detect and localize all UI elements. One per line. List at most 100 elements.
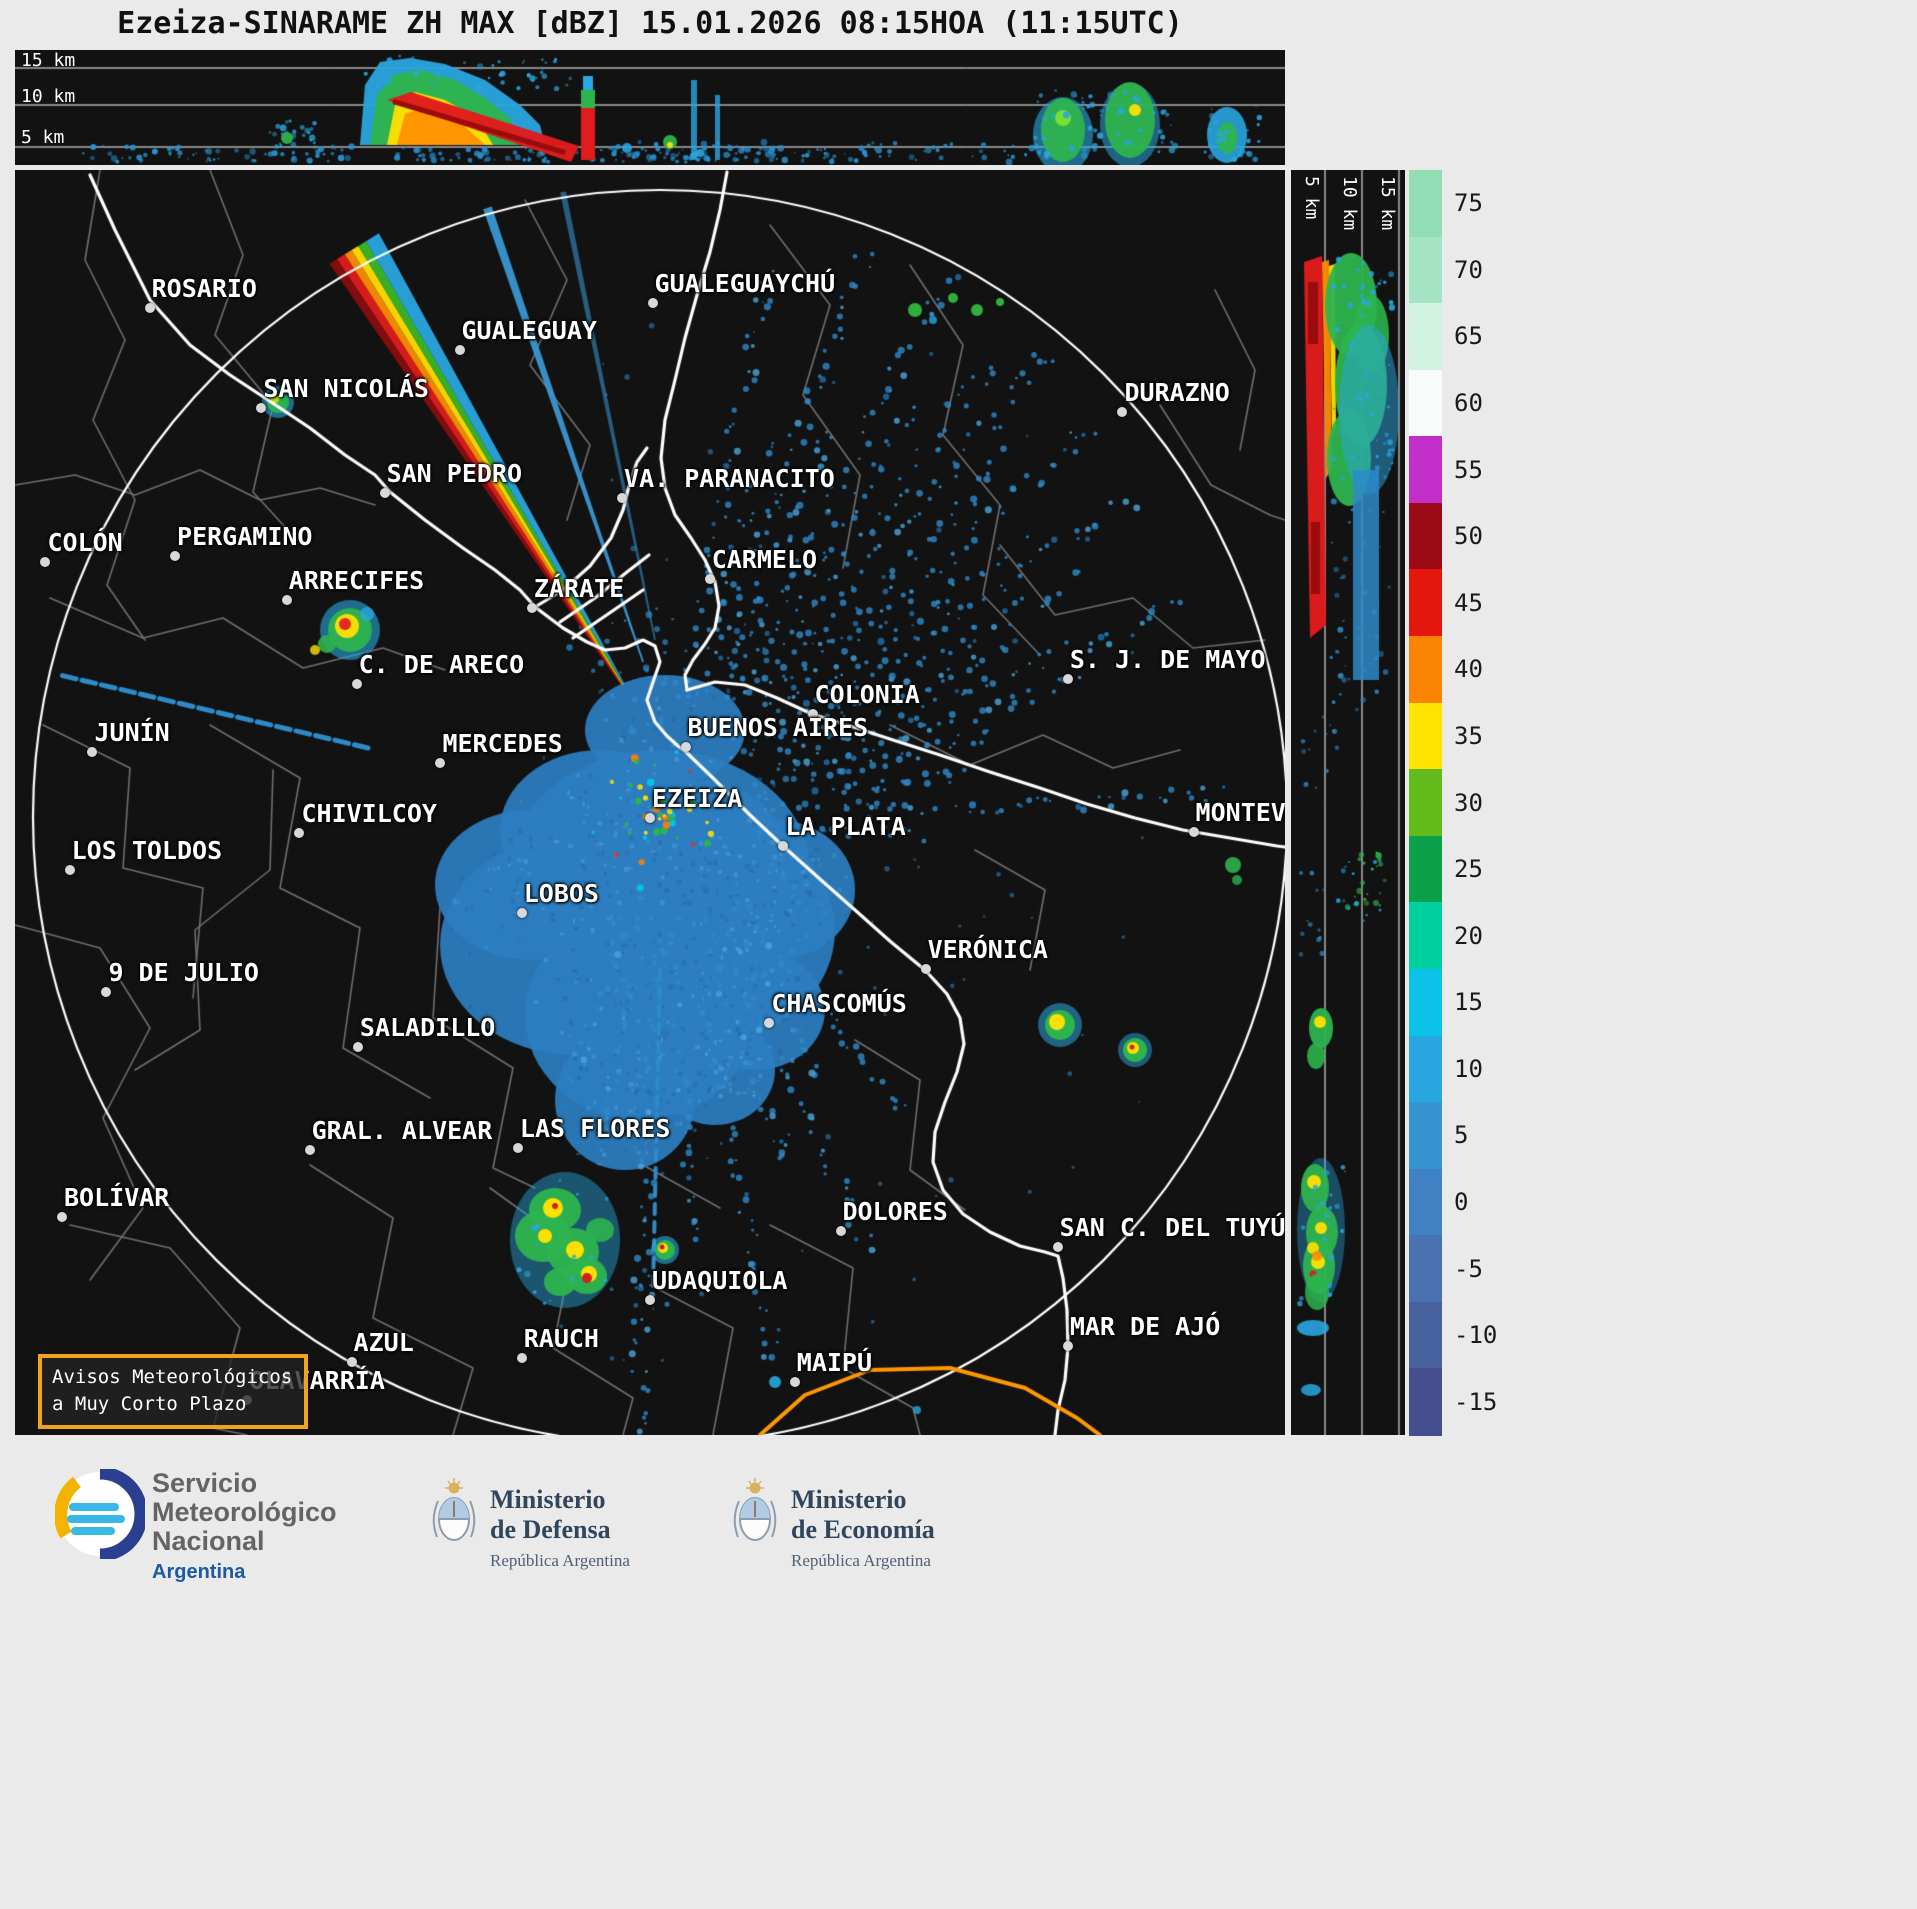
colorbar-tick: -5 [1454,1254,1483,1283]
colorbar-tick: 15 [1454,988,1483,1017]
colorbar-tick: 20 [1454,921,1483,950]
smn-line-3: Nacional [152,1526,265,1556]
city-label: MONTEVIDEO [1195,797,1285,827]
economia-subtitle: República Argentina [791,1551,931,1570]
city-dot [512,1142,523,1153]
colorbar-segment [1409,968,1442,1037]
top-cross-section-echoes [15,50,1285,165]
city-dot [281,595,292,606]
economia-line-1: Ministerio [791,1485,907,1514]
colorbar-tick: 60 [1454,389,1483,418]
city-dot [170,550,181,561]
colorbar-tick: 70 [1454,255,1483,284]
city-dot [645,1294,655,1305]
smn-wordmark: Servicio Meteorológico Nacional Argentin… [152,1469,337,1584]
radar-map-echoes [15,170,1285,1435]
economia-coat-of-arms-icon [733,1478,777,1541]
colorbar: 75 70 65 60 55 50 45 40 35 30 25 20 15 10 5 0 -5 -10 -15 [1409,170,1559,1436]
city-dot [645,812,655,823]
city-label: ZÁRATE [533,573,625,603]
city-dot [1117,406,1128,417]
city-dot [304,1145,315,1156]
city-dot [680,741,691,752]
colorbar-segment [1409,902,1442,970]
colorbar-segment [1409,170,1442,238]
economia-line-2: de Economía [791,1515,935,1544]
colorbar-tick: -15 [1454,1387,1498,1416]
city-label: GRAL. ALVEAR [311,1116,493,1146]
city-label: LA PLATA [785,811,906,841]
defensa-subtitle: República Argentina [490,1551,630,1570]
city-label: CHASCOMÚS [771,988,907,1018]
city-dot [516,1352,527,1363]
smn-logo [55,1469,145,1559]
city-label: 9 DE JULIO [108,958,259,988]
city-dot [516,907,527,918]
colorbar-segment [1409,369,1442,437]
ministerio-defensa-wordmark: Ministerio de Defensa República Argentin… [490,1485,630,1571]
city-dot [647,297,658,308]
colorbar-segment [1409,1235,1442,1303]
city-dot [704,573,715,584]
city-label: COLÓN [47,528,123,558]
smn-line-2: Meteorológico [152,1497,337,1527]
city-dot [920,964,931,975]
defensa-coat-of-arms-icon [432,1478,476,1541]
colorbar-segment [1409,835,1442,904]
smn-country: Argentina [152,1561,246,1583]
colorbar-tick: 65 [1454,322,1483,351]
city-dot [454,344,465,355]
colorbar-tick: 45 [1454,588,1483,617]
city-dot [617,492,628,503]
city-label: RAUCH [523,1323,599,1353]
city-label: ROSARIO [151,273,257,303]
colorbar-segment [1409,436,1442,504]
colorbar-tick: 50 [1454,522,1483,551]
city-label: CHIVILCOY [301,798,437,828]
altitude-label-10km: 10 km [1339,176,1360,231]
city-label: MAIPÚ [796,1347,873,1377]
city-dot [87,746,98,757]
right-cross-section-panel: 5 km 10 km 15 km [1291,170,1405,1435]
colorbar-tick: 0 [1454,1187,1469,1216]
city-label: COLONIA [814,679,920,709]
altitude-label-5km: 5 km [1301,176,1322,220]
city-dot [835,1226,846,1237]
city-dot [526,602,537,613]
warning-line-2: a Muy Corto Plazo [52,1392,247,1415]
altitude-label-5km: 5 km [21,127,65,148]
colorbar-tick: 40 [1454,655,1483,684]
city-label: LOBOS [523,878,599,908]
colorbar-segment [1409,303,1442,371]
city-label: GUALEGUAY [461,315,597,345]
city-label: SAN C. DEL TUYÚ [1059,1212,1285,1242]
city-dot [144,302,155,313]
defensa-line-2: de Defensa [490,1515,611,1544]
top-cross-section-panel: 15 km 10 km 5 km [15,50,1285,165]
city-dot [789,1376,800,1387]
city-label: BUENOS AIRES [687,712,869,742]
city-dot [1188,826,1199,837]
city-dot [352,1041,363,1052]
colorbar-segment [1409,502,1442,571]
city-label: GUALEGUAYCHÚ [654,268,836,298]
city-label: S. J. DE MAYO [1069,644,1266,674]
colorbar-segment [1409,1301,1442,1370]
colorbar-tick: 5 [1454,1121,1469,1150]
colorbar-tick: 25 [1454,855,1483,884]
city-dot [56,1212,67,1223]
city-dot [346,1356,357,1367]
city-label: SAN PEDRO [386,458,523,488]
altitude-label-10km: 10 km [21,86,76,107]
warning-line-1: Avisos Meteorológicos [52,1366,293,1388]
colorbar-tick: 30 [1454,788,1483,817]
colorbar-segment [1409,1035,1442,1103]
colorbar-scale [1409,170,1442,1436]
city-dot [351,678,362,689]
city-label: SAN NICOLÁS [263,373,429,403]
colorbar-segment [1409,1168,1442,1236]
colorbar-tick: 75 [1454,189,1483,218]
smn-line-1: Servicio [152,1468,258,1498]
city-layer: ROSARIO GUALEGUAYCHÚ GUALEGUAY SAN NICOLÁS D… [15,170,1285,1435]
